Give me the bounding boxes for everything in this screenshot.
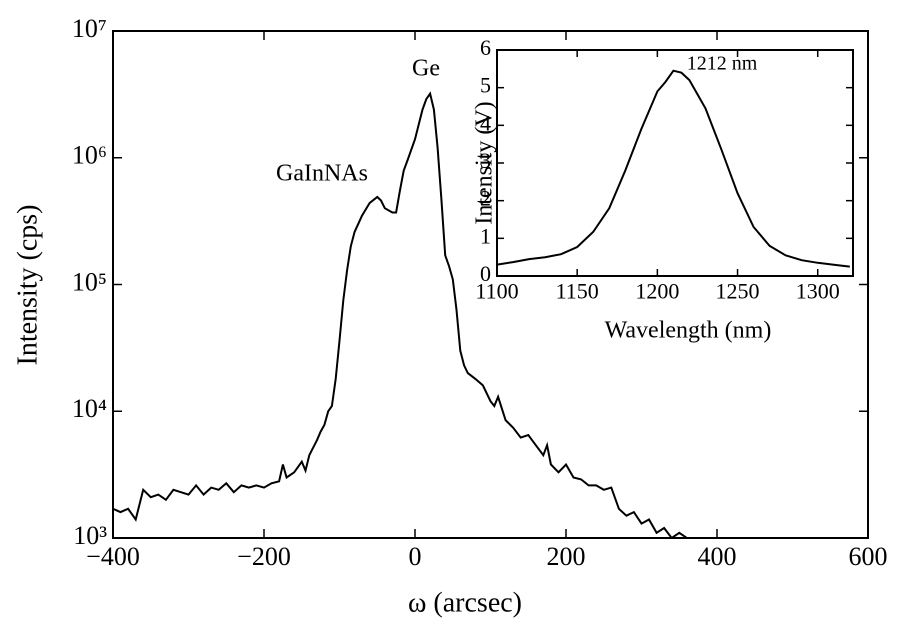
inset-background [497,50,853,276]
x-tick-label: 0 [409,542,422,571]
y-tick-label: 10⁶ [72,141,107,170]
x-tick-label: 400 [698,542,737,571]
x-axis-label: ω (arcsec) [408,587,522,618]
x-tick-label: 1200 [635,279,679,304]
y-axis-label: Intensity (cps) [12,205,43,366]
y-tick-label: 5 [480,73,491,98]
data-line [497,69,850,268]
x-tick-label: −400 [86,542,140,571]
x-tick-label: 1250 [716,279,760,304]
y-tick-label: 10⁷ [72,14,107,43]
y-tick-label: 2 [480,186,491,211]
x-tick-label: 200 [547,542,586,571]
y-tick-label: 1 [480,223,491,248]
y-tick-label: 6 [480,35,491,60]
x-tick-label: 1300 [796,279,840,304]
y-tick-label: 10⁵ [72,267,107,296]
y-tick-label: 0 [480,261,491,286]
data-line [113,91,688,538]
y-tick-label: 3 [480,148,491,173]
x-axis-label: Wavelength (nm) [605,318,772,344]
x-tick-label: 1100 [475,279,518,304]
y-axis-label: Intensity (V) [472,101,498,224]
x-tick-label: 600 [849,542,888,571]
annotation: 1212 nm [687,53,758,75]
x-tick-label: 1150 [556,279,599,304]
y-tick-label: 10⁴ [72,394,107,423]
y-tick-label: 10³ [73,521,107,550]
annotation: GaInNAs [276,161,368,187]
annotation: Ge [412,56,440,82]
y-tick-label: 4 [480,110,491,135]
x-tick-label: −200 [237,542,291,571]
